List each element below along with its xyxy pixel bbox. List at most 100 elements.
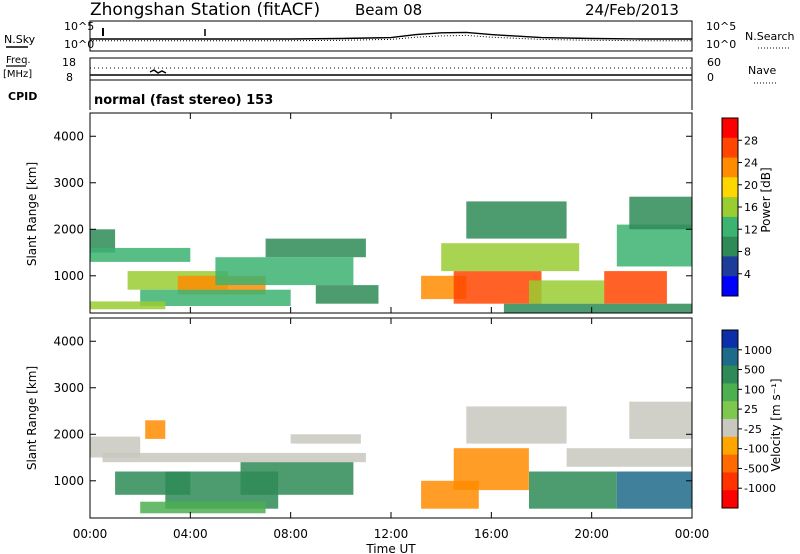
velocity-cell-5: [240, 462, 354, 495]
power-colorbar-tick-0: 28: [744, 134, 758, 147]
velocity-colorbar-tick-2: 100: [744, 383, 765, 396]
cpid-text: normal (fast stereo) 153: [94, 93, 273, 108]
freq-left-tick-top: 18: [62, 56, 76, 69]
power-cell-6: [215, 257, 354, 286]
power-colorbar-swatch-3: [722, 177, 738, 198]
velocity-colorbar-tick-1: 500: [744, 364, 765, 377]
station-title: Zhongshan Station (fitACF): [90, 0, 320, 20]
power-colorbar-swatch-2: [722, 157, 738, 178]
x-tick-label-5: 20:00: [574, 527, 609, 541]
velocity-cell-0: [90, 436, 141, 458]
velocity-heatmap: [90, 401, 693, 514]
velocity-colorbar-swatch-5: [722, 419, 738, 438]
x-tick-label-4: 16:00: [474, 527, 509, 541]
power-colorbar: 28 24 20 16 12 8 4: [721, 117, 758, 297]
power-cell-12: [466, 201, 567, 239]
velocity-colorbar-tick-5: -100: [744, 443, 769, 456]
velocity-panel: 4000 3000 2000 1000 Slant Range [km] 1000 50…: [25, 317, 783, 519]
velocity-colorbar-swatch-6: [722, 436, 738, 456]
power-colorbar-label: Power [dB]: [759, 167, 773, 232]
velocity-colorbar-swatch-1: [722, 347, 738, 367]
power-colorbar-tick-3: 16: [744, 201, 758, 214]
power-cell-4: [140, 289, 291, 306]
power-heatmap: [90, 196, 693, 313]
power-ylabel: Slant Range [km]: [25, 162, 39, 266]
velocity-cell-10: [466, 406, 567, 444]
velocity-ytick-label-1000: 1000: [53, 474, 84, 488]
power-colorbar-swatch-4: [722, 197, 738, 218]
power-colorbar-tick-2: 20: [744, 179, 758, 192]
power-cell-14: [604, 271, 667, 304]
velocity-cell-9: [453, 448, 529, 491]
freq-right-tick-bottom: 0: [707, 71, 714, 84]
power-cell-0: [90, 229, 116, 253]
freq-left-unit: [MHz]: [3, 69, 32, 80]
noise-left-label: N.Sky: [4, 33, 36, 46]
power-cell-5: [90, 301, 166, 310]
x-tick-label-2: 08:00: [273, 527, 308, 541]
power-colorbar-swatch-5: [722, 216, 738, 238]
power-panel: 4000 3000 2000 1000 Slant Range [km] 28 24 20…: [25, 112, 773, 314]
velocity-ytick-label-2000: 2000: [53, 427, 84, 441]
velocity-ytick-label-3000: 3000: [53, 381, 84, 395]
power-cell-1: [90, 247, 191, 262]
velocity-cell-1: [145, 420, 166, 439]
velocity-colorbar-swatch-3: [722, 383, 738, 402]
noise-left-tick-top: 10^5: [64, 20, 94, 33]
power-colorbar-swatch-6: [722, 236, 738, 257]
x-tick-label-6: 00:00: [675, 527, 710, 541]
cpid-label: CPID: [8, 90, 37, 103]
freq-left-tick-bottom: 8: [66, 71, 73, 84]
power-colorbar-swatch-1: [722, 137, 738, 159]
noise-left-tick-bottom: 10^0: [64, 38, 94, 51]
power-cell-11: [441, 243, 580, 272]
power-ytick-label-1000: 1000: [53, 269, 84, 283]
velocity-colorbar-tick-6: -500: [744, 462, 769, 475]
velocity-colorbar-swatch-4: [722, 401, 738, 420]
power-cell-8: [315, 285, 379, 304]
velocity-colorbar-label: Velocity [m s⁻¹]: [769, 378, 783, 471]
noise-sky-line: [90, 31, 692, 40]
noise-search-line: [90, 34, 692, 42]
velocity-ylabel: Slant Range [km]: [25, 366, 39, 470]
beam-label: Beam 08: [355, 1, 422, 19]
velocity-cell-2: [102, 452, 366, 463]
x-tick-label-3: 12:00: [374, 527, 409, 541]
power-colorbar-swatch-0: [722, 118, 738, 139]
velocity-colorbar-tick-0: 1000: [744, 344, 772, 357]
freq-right-tick-top: 60: [707, 56, 721, 69]
noise-right-tick-top: 10^5: [706, 20, 736, 33]
power-cell-7: [265, 238, 366, 258]
velocity-colorbar: 1000 500 100 25 -25 -100 -500 -1000: [721, 329, 776, 509]
velocity-colorbar-tick-4: -25: [744, 423, 762, 436]
velocity-colorbar-swatch-7: [722, 454, 738, 473]
velocity-colorbar-tick-3: 25: [744, 403, 758, 416]
x-tick-label-0: 00:00: [73, 527, 108, 541]
noise-panel: N.Sky 10^5 10^0 10^5 10^0 N.Search: [4, 20, 795, 52]
velocity-ytick-label-4000: 4000: [53, 334, 84, 348]
velocity-cell-12: [566, 448, 692, 467]
power-cell-15: [616, 224, 693, 267]
power-cell-10: [453, 271, 542, 304]
power-colorbar-tick-5: 8: [744, 246, 751, 259]
power-ytick-label-4000: 4000: [53, 129, 84, 143]
noise-right-label: N.Search: [745, 30, 795, 43]
velocity-colorbar-swatch-2: [722, 365, 738, 384]
velocity-cell-13: [616, 471, 693, 509]
velocity-colorbar-swatch-8: [722, 472, 738, 491]
x-axis: 00:00 04:00 08:00 12:00 16:00 20:00 00:00: [73, 113, 710, 541]
velocity-colorbar-tick-7: -1000: [744, 482, 776, 495]
power-ytick-label-2000: 2000: [53, 222, 84, 236]
velocity-cell-11: [529, 471, 617, 509]
velocity-cell-7: [290, 434, 361, 444]
velocity-colorbar-swatch-9: [722, 490, 738, 509]
noise-right-tick-bottom: 10^0: [706, 38, 736, 51]
x-axis-label: Time UT: [365, 542, 416, 554]
date-label: 24/Feb/2013: [585, 1, 679, 19]
x-tick-label-1: 04:00: [173, 527, 208, 541]
velocity-colorbar-swatch-0: [722, 330, 738, 349]
power-colorbar-swatch-8: [722, 276, 738, 297]
power-colorbar-swatch-7: [722, 256, 738, 277]
power-cell-17: [503, 303, 692, 313]
